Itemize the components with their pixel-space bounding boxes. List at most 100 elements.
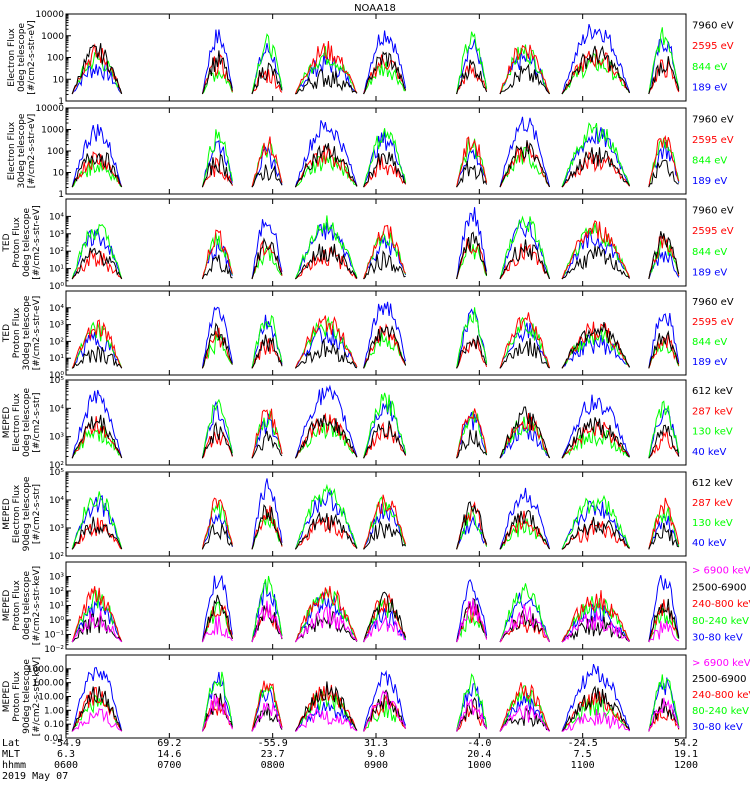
y-axis-label: Proton Flux: [12, 671, 22, 722]
series-trace: [71, 663, 680, 732]
legend-entry: 7960 eV: [692, 297, 734, 308]
y-tick-label: 10¹: [49, 265, 64, 275]
y-axis-label: 0deg telescope: [17, 23, 27, 93]
panel-frame: [65, 107, 687, 195]
x-row-label: Lat: [2, 738, 20, 749]
series-trace: [71, 219, 680, 280]
traces: [71, 478, 680, 550]
legend-entry: 80-240 keV: [692, 616, 749, 627]
y-tick-label: 10⁰: [49, 616, 64, 626]
y-tick-label: 10: [53, 75, 65, 85]
legend-entry: 240-800 keV: [692, 690, 750, 701]
legend-entry: 2500-6900: [692, 582, 747, 593]
y-tick-label: 10³: [49, 524, 64, 534]
series-trace: [71, 301, 680, 369]
legend-entry: 2500-6900: [692, 674, 747, 685]
y-tick-label: 10³: [49, 573, 64, 583]
traces: [71, 23, 680, 95]
panel-6: 10² 10³ 10⁴ 10⁵ MEPED Electron Flux 90deg tele…: [2, 468, 733, 562]
panel-1: 1 10 100 1000 10000 Electron Flux 0deg telesco…: [7, 10, 734, 107]
x-tick-label: 0700: [157, 760, 181, 771]
y-tick-label: 1.00: [44, 706, 64, 716]
series-trace: [71, 384, 680, 459]
legend-entry: 287 keV: [692, 498, 733, 509]
series-trace: [71, 598, 680, 643]
panel-7: 10⁻² 10⁻¹ 10⁰ 10¹ 10² 10³ MEPED Proton Flux 0deg…: [2, 561, 750, 655]
legend-entry: 40 keV: [692, 447, 726, 458]
x-tick-label: -55.9: [258, 738, 288, 749]
y-tick-label: 10²: [49, 587, 64, 597]
x-tick-label: 1100: [571, 760, 595, 771]
legend-entry: 844 eV: [692, 62, 727, 73]
y-tick-label: 10⁴: [49, 304, 64, 314]
y-tick-label: 10⁻¹: [44, 631, 64, 641]
y-axis-label: [#/cm2-s-str]: [32, 392, 42, 452]
legend-entry: > 6900 keV: [692, 566, 750, 577]
legend-entry: 844 eV: [692, 247, 727, 258]
y-tick-label: 1000: [41, 126, 64, 136]
y-axis-label: Proton Flux: [12, 307, 22, 358]
legend-entry: 80-240 keV: [692, 706, 749, 717]
y-tick-label: 10⁴: [49, 496, 64, 506]
series-trace: [71, 501, 679, 550]
x-tick-label: -54.9: [51, 738, 81, 749]
traces: [71, 574, 680, 643]
series-trace: [71, 690, 680, 732]
series-trace: [71, 27, 680, 95]
y-tick-label: 10²: [49, 552, 64, 562]
series-trace: [71, 231, 680, 280]
y-tick-label: 10²: [49, 461, 64, 471]
y-tick-label: 0.01: [44, 734, 64, 744]
y-tick-label: 10⁰: [49, 282, 64, 292]
y-axis-label: Electron Flux: [7, 28, 17, 87]
y-axis-label: 90deg telescope: [22, 659, 32, 734]
y-tick-label: 10: [53, 169, 65, 179]
x-tick-label: 6.3: [57, 749, 75, 760]
legend-entry: 612 keV: [692, 386, 733, 397]
y-axis-label: MEPED: [2, 590, 12, 622]
y-tick-label: 10000: [35, 10, 64, 20]
y-tick-label: 100: [47, 147, 64, 157]
legend-entry: 2595 eV: [692, 317, 734, 328]
legend-entry: 189 eV: [692, 83, 727, 94]
legend-entry: 2595 eV: [692, 226, 734, 237]
legend-entry: 844 eV: [692, 155, 727, 166]
traces: [71, 207, 680, 280]
x-tick-label: -24.5: [568, 738, 598, 749]
legend-entry: 2595 eV: [692, 41, 734, 52]
legend-entry: > 6900 keV: [692, 658, 750, 669]
y-axis-label: MEPED: [2, 681, 12, 713]
x-row-label: hhmm: [2, 760, 26, 771]
legend-entry: 189 eV: [692, 268, 727, 279]
x-tick-label: 0600: [54, 760, 78, 771]
y-axis-label: 0deg telescope: [22, 208, 32, 278]
y-axis-label: MEPED: [2, 407, 12, 439]
y-axis-label: [#/cm2-s-str-eV]: [27, 20, 37, 95]
y-tick-label: 10⁻²: [44, 645, 64, 655]
y-tick-label: 10¹: [49, 354, 64, 364]
y-axis-label: Electron Flux: [12, 484, 22, 543]
y-tick-label: 100.00: [33, 679, 65, 689]
y-axis-label: [#/cm2-s-str-eV]: [32, 205, 42, 280]
legend-entry: 7960 eV: [692, 114, 734, 125]
y-axis-label: MEPED: [2, 498, 12, 530]
series-trace: [71, 43, 680, 95]
x-tick-label: 69.2: [157, 738, 181, 749]
series-trace: [71, 140, 679, 188]
y-axis-label: Electron Flux: [12, 393, 22, 452]
y-axis-label: 0deg telescope: [22, 388, 32, 458]
panel-3: 10⁰ 10¹ 10² 10³ 10⁴ TED Proton Flux 0deg telesc…: [2, 198, 734, 292]
legend-entry: 7960 eV: [692, 206, 734, 217]
y-tick-label: 10⁵: [49, 376, 64, 386]
x-tick-label: 0900: [364, 760, 388, 771]
panel-frame: [65, 379, 687, 466]
y-tick-label: 10³: [49, 433, 64, 443]
x-tick-label: 31.3: [364, 738, 388, 749]
x-tick-label: 7.5: [574, 749, 592, 760]
y-tick-label: 10⁰: [49, 371, 64, 381]
y-axis-label: 30deg telescope: [17, 113, 27, 188]
y-tick-label: 10²: [49, 247, 64, 257]
x-tick-label: -4.0: [467, 738, 491, 749]
y-axis-label: 30deg telescope: [22, 295, 32, 370]
